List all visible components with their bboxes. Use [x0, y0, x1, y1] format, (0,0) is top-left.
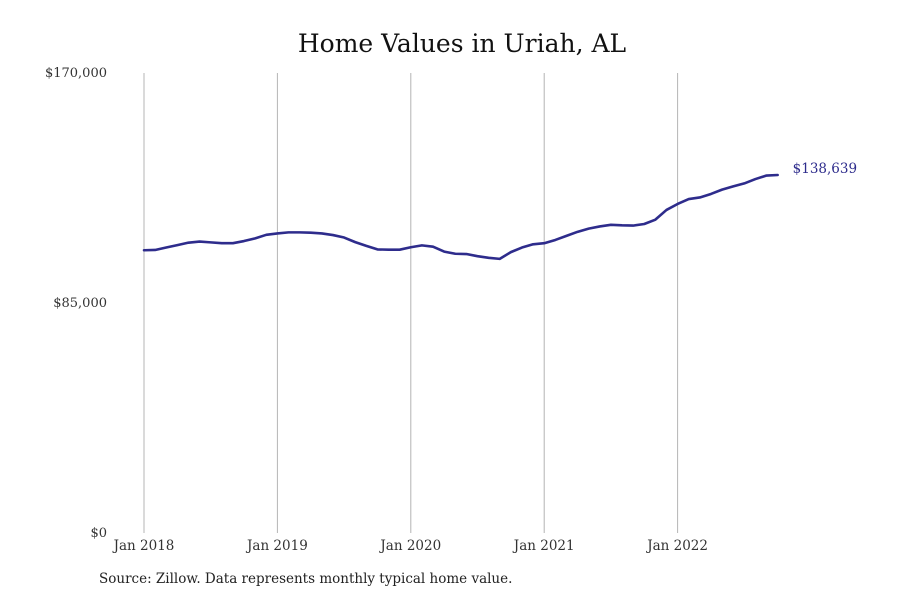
- x-axis-tick-labels: Jan 2018 Jan 2019 Jan 2020 Jan 2021 Jan 2022: [112, 538, 708, 554]
- y-axis-tick-labels: $0 $85,000 $170,000: [45, 66, 107, 541]
- y-tick-label: $0: [90, 526, 107, 541]
- y-tick-label: $85,000: [53, 296, 107, 311]
- chart-title: Home Values in Uriah, AL: [298, 29, 626, 58]
- x-tick-label: Jan 2022: [645, 538, 708, 554]
- end-value-label: $138,639: [793, 161, 857, 177]
- x-tick-label: Jan 2021: [512, 538, 575, 554]
- source-note: Source: Zillow. Data represents monthly …: [99, 571, 513, 587]
- y-tick-label: $170,000: [45, 66, 107, 81]
- x-tick-label: Jan 2020: [378, 538, 441, 554]
- series-layer: [142, 173, 779, 261]
- x-tick-label: Jan 2018: [112, 538, 175, 554]
- x-tick-label: Jan 2019: [245, 538, 308, 554]
- vertical-gridlines: [143, 73, 679, 533]
- series-line-0: [142, 173, 779, 261]
